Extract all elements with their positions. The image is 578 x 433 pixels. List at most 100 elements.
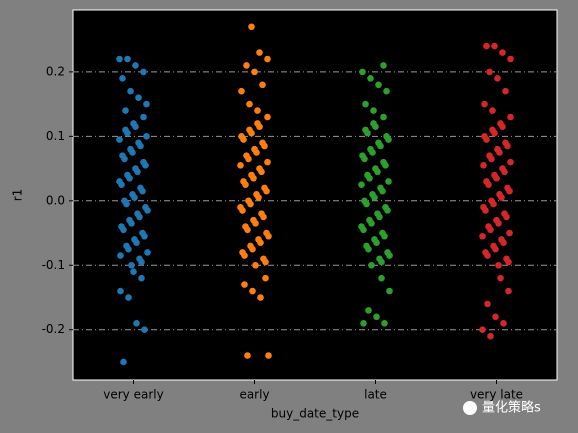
point [373, 239, 380, 247]
point [142, 162, 149, 169]
point [256, 49, 263, 56]
point [374, 168, 381, 176]
point [245, 155, 252, 163]
point [494, 75, 501, 82]
point [239, 207, 246, 214]
point [499, 49, 506, 56]
point [257, 239, 264, 247]
point [264, 113, 271, 121]
y-tick-label: 0.0 [46, 193, 65, 207]
point [240, 136, 247, 143]
point [369, 149, 376, 156]
point [489, 107, 496, 114]
point [127, 87, 134, 95]
point [242, 181, 249, 188]
point [501, 168, 508, 176]
point [367, 75, 374, 82]
point [263, 187, 270, 195]
point [140, 113, 147, 121]
point [496, 149, 503, 156]
point [378, 274, 385, 282]
point [252, 261, 259, 269]
point [249, 245, 256, 253]
point [380, 113, 387, 121]
point [124, 129, 131, 137]
point [122, 107, 129, 114]
point [493, 174, 500, 182]
point [497, 274, 504, 282]
point [491, 129, 498, 137]
point [487, 332, 494, 340]
point [246, 100, 253, 108]
point [507, 55, 514, 63]
point [244, 352, 251, 359]
point [257, 294, 264, 301]
point [375, 81, 382, 89]
point [144, 249, 151, 256]
point [382, 162, 389, 169]
point [125, 294, 132, 301]
point [135, 94, 142, 101]
y-tick-label: -0.2 [42, 322, 65, 336]
point [381, 319, 388, 327]
point [376, 213, 383, 221]
point [384, 207, 391, 214]
point [363, 200, 370, 208]
point [492, 313, 499, 321]
point [243, 62, 250, 69]
point [116, 55, 123, 63]
point [504, 142, 511, 150]
point [262, 274, 269, 282]
point [248, 129, 255, 137]
y-tick-label: 0.2 [46, 64, 65, 78]
x-tick-label: very early [103, 388, 163, 402]
point [371, 194, 378, 201]
point [491, 42, 498, 50]
point [483, 42, 490, 50]
point [128, 261, 135, 269]
point [144, 207, 151, 214]
watermark: 量化策略s [482, 400, 541, 416]
point [368, 220, 375, 227]
point [265, 352, 272, 359]
point [486, 68, 493, 76]
point [500, 319, 507, 327]
point [372, 123, 379, 130]
point [264, 158, 271, 166]
y-axis-label: r1 [11, 189, 25, 202]
point [131, 194, 138, 201]
point [118, 181, 125, 188]
point [506, 229, 513, 237]
point [368, 261, 375, 269]
point [255, 194, 262, 201]
point [143, 133, 150, 140]
point [484, 252, 491, 259]
point [385, 178, 392, 185]
point [140, 68, 147, 76]
point [250, 174, 257, 182]
point [482, 207, 489, 214]
point [487, 226, 494, 234]
point [116, 136, 123, 143]
point [260, 213, 267, 221]
point [248, 23, 255, 31]
point [365, 245, 372, 253]
plot-area [72, 9, 558, 381]
point [258, 168, 265, 176]
point [264, 55, 271, 63]
point [137, 142, 144, 150]
point [120, 226, 127, 234]
point [241, 252, 248, 259]
point [365, 307, 372, 314]
plot-layer [73, 23, 557, 366]
x-tick-label: early [239, 388, 269, 402]
point [483, 136, 490, 143]
point [366, 174, 373, 182]
point [117, 252, 124, 259]
point [383, 87, 390, 95]
point [361, 155, 368, 163]
point [488, 155, 495, 163]
point [123, 200, 130, 208]
point [249, 287, 256, 295]
point [251, 68, 258, 76]
